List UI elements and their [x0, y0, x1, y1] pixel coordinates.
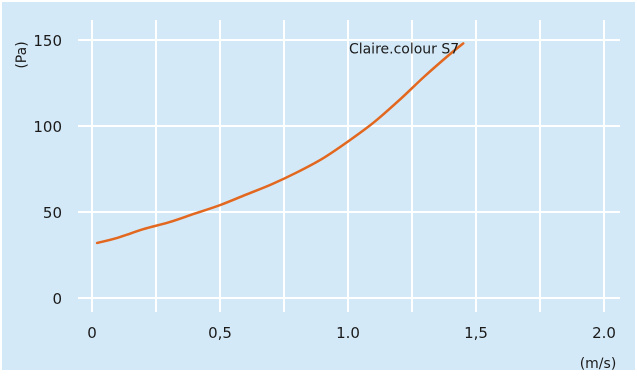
x-axis-label: (m/s): [580, 356, 617, 372]
series-label: Claire.colour S7: [349, 41, 459, 57]
y-axis-label: (Pa): [14, 41, 30, 68]
x-tick-label: 0: [87, 324, 97, 342]
x-tick-label: 0,5: [208, 324, 232, 342]
y-tick-label: 0: [52, 290, 62, 308]
x-tick-label: 1.0: [336, 324, 360, 342]
grid: [78, 20, 620, 312]
plot-background: [2, 2, 635, 370]
tick-labels: 0 50 100 150 0 0,5 1.0 1,5 2.0: [33, 32, 616, 342]
series-line: [95, 42, 465, 245]
series: Claire.colour S7: [95, 41, 465, 245]
x-tick-label: 1,5: [464, 324, 488, 342]
y-tick-label: 150: [33, 32, 62, 50]
x-tick-label: 2.0: [592, 324, 616, 342]
y-tick-label: 100: [33, 118, 62, 136]
y-tick-label: 50: [43, 204, 62, 222]
